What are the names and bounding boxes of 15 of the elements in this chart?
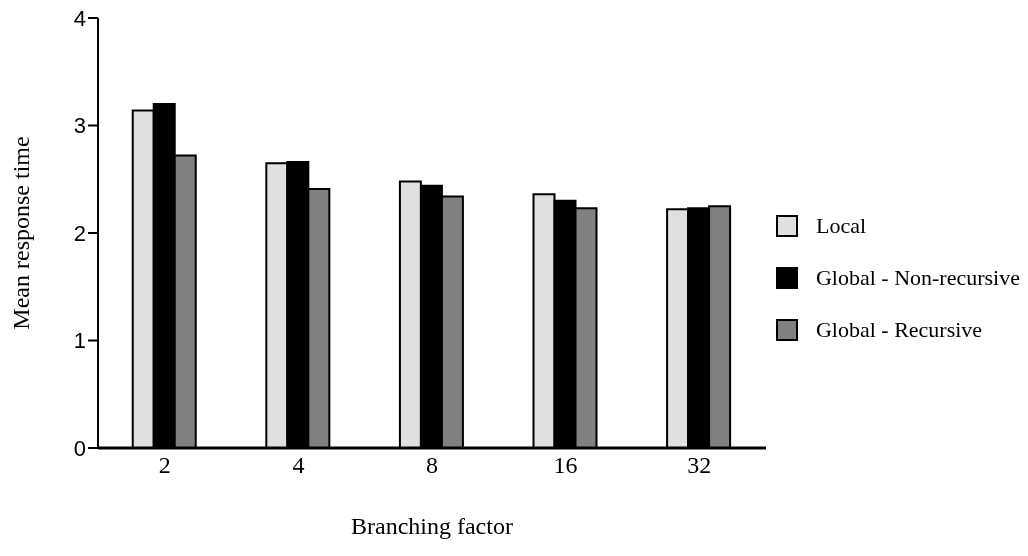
y-axis-title: Mean response time xyxy=(7,136,34,330)
x-tick-label: 8 xyxy=(425,452,438,479)
x-tick-label: 2 xyxy=(158,452,171,479)
x-tick-label: 16 xyxy=(553,452,578,479)
legend-label: Global - Recursive xyxy=(815,317,983,343)
y-tick-label: 0 xyxy=(73,435,86,461)
legend-label: Global - Non-recursive xyxy=(815,265,1020,291)
y-tick-label: 4 xyxy=(73,5,86,31)
x-tick-label: 4 xyxy=(292,452,305,479)
x-tick-label: 32 xyxy=(687,452,712,479)
y-tick-label: 1 xyxy=(73,328,86,354)
y-tick-label: 3 xyxy=(73,113,86,139)
x-axis-title: Branching factor xyxy=(351,513,513,539)
y-tick-label: 2 xyxy=(73,220,86,246)
legend-label: Local xyxy=(815,213,867,239)
